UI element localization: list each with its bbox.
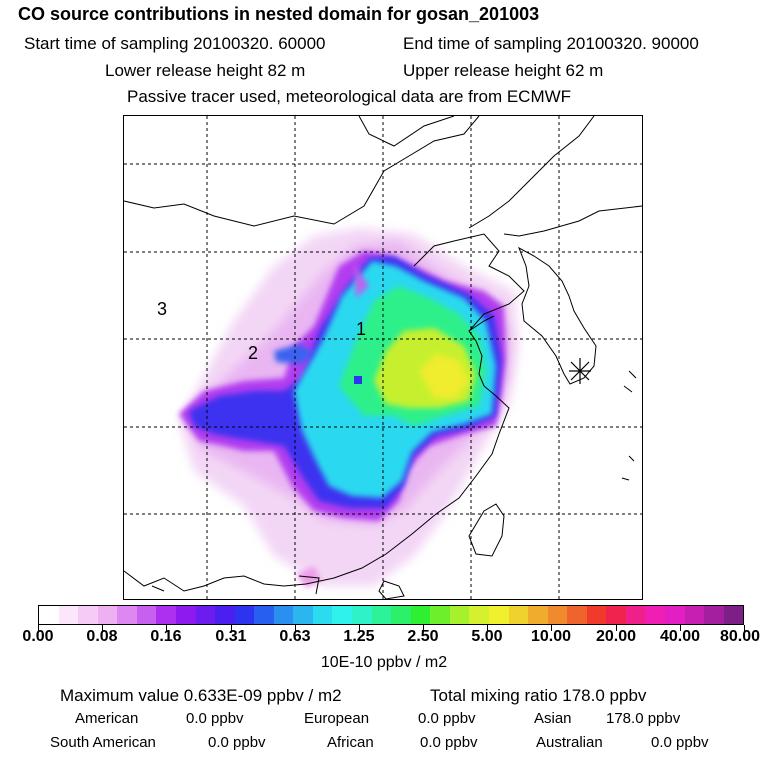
colorbar-segment — [352, 606, 372, 624]
colorbar-segment — [469, 606, 489, 624]
colorbar-tick — [616, 625, 617, 631]
colorbar-segment — [273, 606, 294, 624]
colorbar-segment — [254, 606, 274, 624]
colorbar-segment — [195, 606, 216, 624]
region-label-1: 1 — [356, 319, 366, 339]
end-time: End time of sampling 20100320. 90000 — [403, 34, 699, 53]
colorbar-segment — [684, 606, 705, 624]
colorbar-tick — [166, 625, 167, 631]
australian-label: Australian — [536, 734, 603, 751]
map-panel: 1 2 3 — [123, 115, 643, 600]
european-label: European — [304, 710, 370, 727]
colorbar-segment — [567, 606, 587, 624]
tracer-note: Passive tracer used, meteorological data… — [127, 87, 572, 106]
map-svg: 1 2 3 — [124, 116, 642, 599]
upper-release-height: Upper release height 62 m — [403, 61, 604, 80]
colorbar-segment — [449, 606, 470, 624]
colorbar-tick — [551, 625, 552, 631]
colorbar-tick-label: 1.25 — [343, 628, 375, 645]
colorbar-segment — [508, 606, 529, 624]
colorbar-segment — [586, 606, 607, 624]
colorbar-segment — [704, 606, 724, 624]
colorbar-segment — [430, 606, 450, 624]
colorbar-segment — [215, 606, 235, 624]
south-american-label: South American — [50, 734, 156, 751]
colorbar-tick — [423, 625, 424, 631]
south-american-value: 0.0 ppbv — [208, 734, 266, 751]
colorbar-tick — [231, 625, 232, 631]
concentration-plume — [179, 228, 519, 588]
colorbar-tick-label: 40.00 — [659, 628, 701, 645]
colorbar-tick — [680, 625, 681, 631]
american-value: 0.0 ppbv — [186, 710, 244, 727]
colorbar-tick — [102, 625, 103, 631]
asian-label: Asian — [534, 710, 572, 727]
colorbar-segment — [645, 606, 665, 624]
colorbar-tick-label: 20.00 — [595, 628, 637, 645]
colorbar-segment — [391, 606, 411, 624]
coastlines — [124, 116, 642, 599]
colorbar-tick — [295, 625, 296, 631]
colorbar-units: 10E-10 ppbv / m2 — [320, 654, 448, 671]
colorbar-segment — [293, 606, 313, 624]
colorbar-segment — [312, 606, 333, 624]
total-mixing-ratio: Total mixing ratio 178.0 ppbv — [430, 686, 647, 705]
colorbar-tick — [38, 625, 39, 631]
colorbar-segment — [665, 606, 685, 624]
colorbar-segment — [39, 606, 59, 624]
colorbar-tick-label: 0.16 — [150, 628, 182, 645]
maximum-value: Maximum value 0.633E-09 ppbv / m2 — [60, 686, 342, 705]
colorbar-tick-label: 80.00 — [719, 628, 761, 645]
colorbar-segment — [234, 606, 255, 624]
colorbar-segment — [332, 606, 352, 624]
colorbar-tick-label: 0.00 — [22, 628, 54, 645]
australian-value: 0.0 ppbv — [651, 734, 709, 751]
colorbar-segment — [136, 606, 157, 624]
lower-release-height: Lower release height 82 m — [105, 61, 306, 80]
colorbar-segment — [371, 606, 392, 624]
colorbar-tick-label: 2.50 — [407, 628, 439, 645]
colorbar-segment — [58, 606, 79, 624]
colorbar-tick-label: 10.00 — [530, 628, 572, 645]
start-time: Start time of sampling 20100320. 60000 — [24, 34, 326, 53]
asian-value: 178.0 ppbv — [606, 710, 681, 727]
colorbar-tick-label: 0.08 — [86, 628, 118, 645]
european-value: 0.0 ppbv — [418, 710, 476, 727]
region-label-3: 3 — [157, 299, 167, 319]
colorbar-segment — [723, 606, 744, 624]
colorbar-segment — [528, 606, 548, 624]
colorbar — [38, 605, 744, 625]
colorbar-segment — [97, 606, 118, 624]
colorbar-segment — [410, 606, 431, 624]
african-value: 0.0 ppbv — [420, 734, 478, 751]
region-label-2: 2 — [248, 343, 258, 363]
grid-lines — [124, 116, 642, 599]
colorbar-segment — [78, 606, 98, 624]
colorbar-tick — [744, 625, 745, 631]
african-label: African — [327, 734, 374, 751]
colorbar-segment — [488, 606, 509, 624]
colorbar-segment — [625, 606, 646, 624]
colorbar-tick-label: 0.63 — [279, 628, 311, 645]
colorbar-segment — [175, 606, 196, 624]
colorbar-tick-label: 0.31 — [215, 628, 247, 645]
colorbar-segment — [547, 606, 568, 624]
asterisk-icon — [569, 358, 591, 384]
colorbar-tick-label: 5.00 — [471, 628, 503, 645]
colorbar-tick — [487, 625, 488, 631]
american-label: American — [75, 710, 139, 727]
plot-title: CO source contributions in nested domain… — [18, 4, 540, 24]
colorbar-segment — [606, 606, 626, 624]
colorbar-tick — [359, 625, 360, 631]
colorbar-segment — [117, 606, 137, 624]
colorbar-segment — [156, 606, 176, 624]
